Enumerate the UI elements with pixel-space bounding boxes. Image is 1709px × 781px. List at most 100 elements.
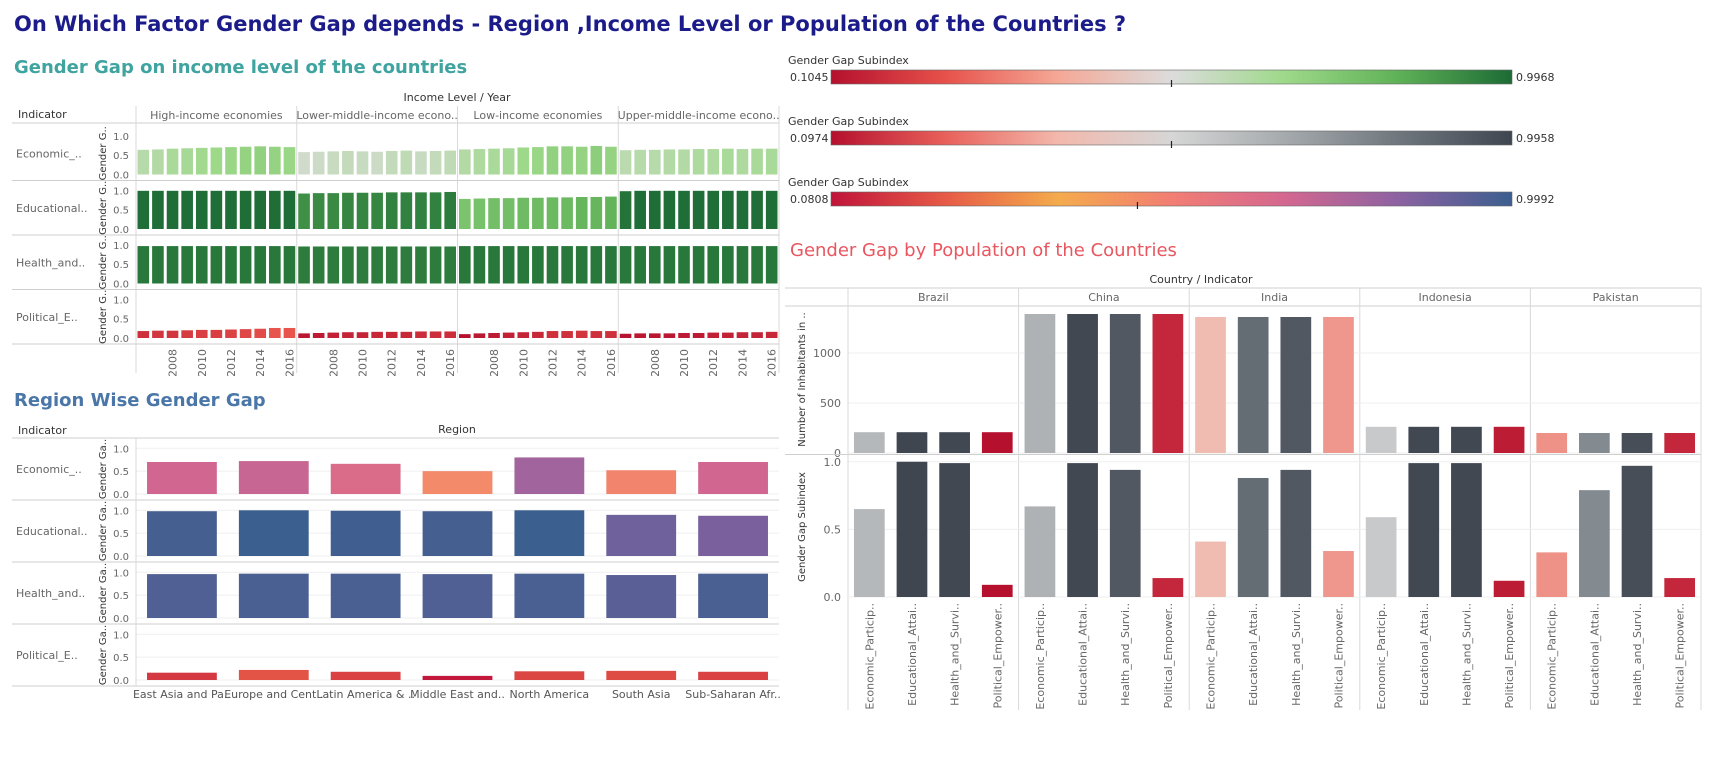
income-bar: [225, 190, 237, 229]
income-bar: [751, 246, 763, 284]
region-bar: [147, 511, 217, 556]
pop-inhabitants-bar: [939, 432, 970, 453]
income-bar: [152, 149, 164, 175]
income-bar: [663, 333, 676, 338]
population-chart: Country / Indicator Brazil China India Indo…: [785, 273, 1702, 710]
pop-subindex-bar: [1280, 469, 1312, 597]
region-row-label: Educational..: [16, 525, 88, 538]
income-indicator-header: Indicator: [18, 108, 67, 121]
pop-inhabitants-bar: [1536, 433, 1568, 453]
region-bar: [330, 671, 401, 680]
pop-bottom-y-axis-label: Gender Gap Subindex: [797, 472, 808, 582]
pop-column-header: Country / Indicator: [1149, 273, 1252, 286]
income-y-tick: 1.0: [113, 132, 129, 143]
pop-indicator-label: Economic_Particip..: [1205, 603, 1218, 710]
pop-indicator-label: Health_and_Survi..: [949, 603, 962, 706]
legend-3-min: 0.0808: [790, 193, 829, 206]
income-bar: [269, 327, 281, 338]
income-bar: [181, 246, 193, 284]
income-bar: [707, 246, 720, 284]
income-bar: [517, 246, 530, 284]
income-bar: [502, 332, 515, 338]
pop-subindex-bar: [1195, 541, 1226, 597]
pop-subindex-bar: [1237, 477, 1269, 597]
region-category-label: East Asia and Pa..: [133, 688, 231, 701]
pop-inhabitants-bar: [1579, 433, 1610, 453]
income-y-tick: 0.5: [113, 260, 129, 271]
income-bar: [225, 147, 237, 175]
income-year-tick: 2008: [488, 349, 501, 376]
pop-inhabitants-bar: [1109, 314, 1141, 453]
pop-bottom-y-tick: 0.0: [824, 591, 842, 604]
income-bar: [459, 334, 471, 338]
income-bar: [736, 149, 749, 175]
pop-inhabitants-bar: [1621, 433, 1653, 453]
region-bar: [238, 669, 309, 680]
region-section-title: Region Wise Gender Gap: [14, 390, 266, 411]
pop-subindex-bar: [1579, 490, 1610, 597]
income-year-tick: 2014: [736, 349, 749, 376]
income-bar: [239, 190, 252, 229]
income-bar: [634, 190, 646, 229]
income-bar: [137, 149, 150, 175]
region-y-axis-label: Gender Ga..: [98, 625, 109, 685]
pop-inhabitants-bar: [1280, 317, 1312, 453]
pop-top-y-tick: 1000: [813, 347, 841, 360]
pop-top-y-tick: 500: [820, 397, 841, 410]
region-category-label: Middle East and..: [410, 688, 505, 701]
pop-subindex-bar: [939, 463, 970, 597]
pop-bottom-y-tick: 0.5: [824, 523, 842, 536]
income-bar: [166, 330, 179, 338]
income-bar: [195, 246, 208, 284]
income-bar: [517, 197, 530, 229]
income-bar: [429, 150, 442, 175]
region-bar: [238, 461, 309, 494]
income-bar: [210, 329, 223, 338]
income-bar: [342, 150, 354, 175]
region-y-tick: 0.5: [113, 467, 129, 478]
income-bar: [678, 246, 690, 284]
income-bar: [415, 192, 427, 229]
income-bar: [342, 192, 354, 229]
region-y-tick: 0.5: [113, 529, 129, 540]
income-bar: [692, 190, 705, 229]
region-y-tick: 0.0: [113, 614, 129, 625]
pop-country-label: China: [1088, 291, 1119, 304]
pop-inhabitants-bar: [853, 432, 885, 453]
income-bar: [736, 246, 749, 284]
income-bar: [444, 246, 456, 284]
income-y-tick: 1.0: [113, 295, 129, 306]
income-bar: [327, 193, 340, 229]
legend-1-title: Gender Gap Subindex: [788, 54, 909, 67]
income-column-header: Income Level / Year: [404, 91, 511, 104]
income-level-chart: Indicator Income Level / Year High-incom…: [12, 91, 780, 376]
region-y-axis-label: Gender Ga..: [98, 563, 109, 623]
income-bar: [444, 150, 456, 175]
income-bar: [663, 149, 676, 175]
income-y-tick: 1.0: [113, 186, 129, 197]
income-bar: [561, 197, 573, 229]
pop-inhabitants-bar: [1451, 426, 1482, 453]
income-bar: [648, 246, 661, 284]
pop-subindex-bar: [1536, 552, 1568, 597]
income-bar: [473, 198, 486, 229]
region-y-tick: 1.0: [113, 506, 129, 517]
income-bar: [312, 193, 325, 229]
income-bar: [195, 190, 208, 229]
income-bar: [210, 147, 223, 175]
income-bar: [765, 331, 778, 338]
income-bar: [751, 148, 763, 175]
pop-inhabitants-bar: [1365, 426, 1397, 453]
region-category-label: South Asia: [612, 688, 671, 701]
income-bar: [152, 190, 164, 229]
region-bar: [514, 457, 585, 494]
income-year-tick: 2008: [649, 349, 662, 376]
pop-subindex-bar: [853, 509, 885, 597]
region-y-tick: 0.5: [113, 591, 129, 602]
income-bar: [429, 246, 442, 284]
income-y-tick: 0.0: [113, 280, 129, 291]
income-bar: [342, 246, 354, 284]
region-y-axis-label: Gender Ga..: [98, 501, 109, 561]
income-year-tick: 2016: [444, 349, 457, 376]
income-bar: [532, 197, 544, 229]
